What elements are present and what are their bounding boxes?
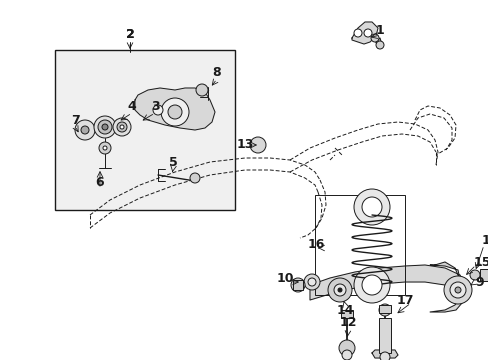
Circle shape bbox=[353, 189, 389, 225]
Circle shape bbox=[81, 126, 89, 134]
Text: 13: 13 bbox=[236, 139, 253, 152]
Text: 2: 2 bbox=[125, 28, 134, 41]
Text: 6: 6 bbox=[96, 176, 104, 189]
Circle shape bbox=[161, 98, 189, 126]
Circle shape bbox=[363, 29, 371, 37]
Circle shape bbox=[75, 120, 95, 140]
Circle shape bbox=[168, 105, 182, 119]
Bar bbox=[340, 310, 352, 318]
Circle shape bbox=[103, 146, 107, 150]
Text: 1: 1 bbox=[375, 23, 384, 36]
Polygon shape bbox=[135, 88, 215, 130]
Circle shape bbox=[190, 173, 200, 183]
Circle shape bbox=[361, 197, 381, 217]
Text: 7: 7 bbox=[70, 113, 79, 126]
Circle shape bbox=[290, 278, 305, 292]
Circle shape bbox=[375, 41, 383, 49]
Text: 3: 3 bbox=[150, 100, 159, 113]
Circle shape bbox=[196, 84, 207, 96]
Bar bbox=[314, 195, 404, 295]
Text: 15: 15 bbox=[472, 256, 488, 269]
Text: 14: 14 bbox=[336, 303, 353, 316]
Circle shape bbox=[333, 284, 346, 296]
Polygon shape bbox=[351, 22, 377, 44]
Circle shape bbox=[117, 122, 127, 132]
Circle shape bbox=[370, 34, 378, 42]
Circle shape bbox=[153, 105, 163, 115]
Polygon shape bbox=[309, 265, 464, 312]
Circle shape bbox=[338, 340, 354, 356]
Text: 16: 16 bbox=[306, 238, 324, 252]
Circle shape bbox=[341, 350, 351, 360]
Circle shape bbox=[102, 124, 108, 130]
Circle shape bbox=[94, 116, 116, 138]
Bar bbox=[479, 269, 487, 281]
Circle shape bbox=[337, 288, 341, 292]
Circle shape bbox=[327, 278, 351, 302]
Circle shape bbox=[449, 282, 465, 298]
Polygon shape bbox=[371, 350, 397, 358]
Circle shape bbox=[249, 137, 265, 153]
Text: 8: 8 bbox=[212, 67, 221, 80]
Text: 10: 10 bbox=[276, 271, 293, 284]
Bar bbox=[292, 280, 303, 290]
Circle shape bbox=[353, 267, 389, 303]
Text: 9: 9 bbox=[475, 276, 483, 289]
Circle shape bbox=[379, 352, 389, 360]
Text: 5: 5 bbox=[168, 157, 177, 170]
Text: 12: 12 bbox=[339, 316, 356, 329]
Text: 2: 2 bbox=[125, 28, 134, 41]
Bar bbox=[378, 318, 390, 353]
Circle shape bbox=[353, 29, 361, 37]
Circle shape bbox=[454, 287, 460, 293]
Bar bbox=[55, 50, 235, 210]
Circle shape bbox=[120, 125, 124, 129]
Text: 11: 11 bbox=[480, 234, 488, 247]
Circle shape bbox=[378, 304, 390, 316]
Text: 17: 17 bbox=[395, 293, 413, 306]
Circle shape bbox=[469, 270, 479, 280]
Circle shape bbox=[113, 118, 131, 136]
Bar bbox=[378, 305, 390, 313]
Polygon shape bbox=[429, 262, 459, 280]
Circle shape bbox=[304, 274, 319, 290]
Polygon shape bbox=[375, 38, 381, 48]
Circle shape bbox=[443, 276, 471, 304]
Circle shape bbox=[98, 120, 112, 134]
Circle shape bbox=[99, 142, 111, 154]
Circle shape bbox=[361, 275, 381, 295]
Circle shape bbox=[307, 278, 315, 286]
Text: 4: 4 bbox=[127, 100, 136, 113]
